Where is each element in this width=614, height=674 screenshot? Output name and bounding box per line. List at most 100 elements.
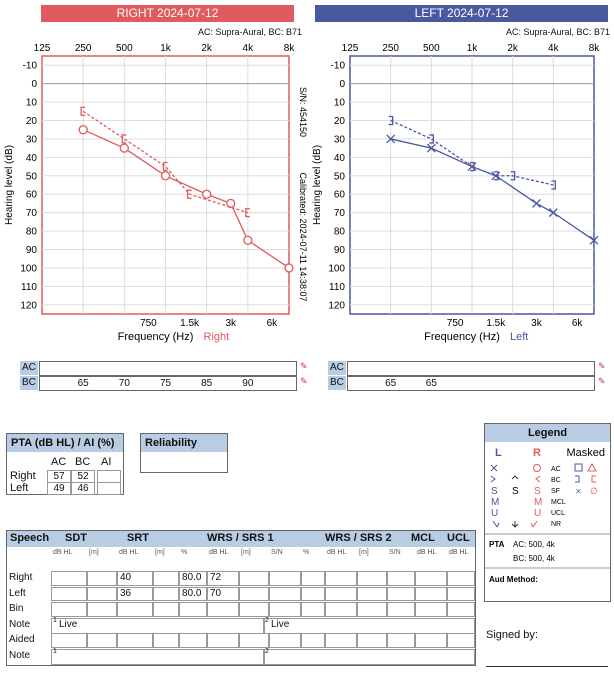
speech-cell[interactable]: [301, 586, 325, 601]
speech-cell[interactable]: [153, 586, 179, 601]
note-field-2[interactable]: [263, 617, 475, 634]
speech-cell[interactable]: [387, 602, 415, 617]
right-bc-point: [121, 134, 127, 144]
freq-bottom-tick: 1.5k: [486, 318, 506, 329]
note-live-2: Live: [271, 618, 290, 630]
db-tick: 120: [328, 300, 345, 311]
speech-cell[interactable]: [207, 633, 239, 648]
speech-cell[interactable]: [301, 602, 325, 617]
speech-cell[interactable]: [87, 633, 117, 648]
speech-cell[interactable]: [87, 602, 117, 617]
bc-row-field[interactable]: [347, 376, 595, 391]
speech-cell[interactable]: [301, 633, 325, 648]
speech-cell[interactable]: [117, 571, 153, 586]
reliability-value[interactable]: [141, 452, 227, 472]
edit-icon: ✎: [598, 376, 606, 386]
speech-cell[interactable]: [117, 633, 153, 648]
legend-pta-ac: AC: 500, 4k: [513, 540, 556, 549]
ac-row-field[interactable]: [39, 361, 297, 376]
right-plot-group: 125 250 500 1k 2k 4k 8k -10 0 10 20 30 40 50 60 70 80 90 1…: [4, 43, 308, 343]
right-transducers: AC: Supra-Aural, BC: B71: [197, 27, 302, 37]
speech-cell[interactable]: [153, 571, 179, 586]
speech-cell[interactable]: [179, 571, 207, 586]
speech-header: Speech: [10, 532, 50, 544]
db-tick: 100: [20, 263, 37, 274]
freq-top-tick: 250: [75, 43, 92, 54]
bc-value: 75: [159, 378, 172, 389]
speech-cell[interactable]: [415, 571, 447, 586]
speech-cell[interactable]: [447, 586, 475, 601]
speech-cell[interactable]: [207, 586, 239, 601]
speech-cell[interactable]: [301, 571, 325, 586]
speech-cell[interactable]: [51, 633, 87, 648]
wrs-db-value: 70: [210, 587, 222, 599]
speech-cell[interactable]: [239, 571, 269, 586]
speech-cell[interactable]: [387, 571, 415, 586]
speech-cell[interactable]: [207, 602, 239, 617]
speech-cell[interactable]: [357, 586, 387, 601]
speech-cell[interactable]: [87, 586, 117, 601]
speech-cell[interactable]: [179, 602, 207, 617]
speech-cell[interactable]: [447, 633, 475, 648]
speech-cell[interactable]: [415, 633, 447, 648]
speech-cell[interactable]: [387, 633, 415, 648]
right-ac-point: [243, 235, 253, 245]
speech-cell[interactable]: [117, 602, 153, 617]
freq-top-tick: 4k: [243, 43, 255, 54]
signature-line[interactable]: [486, 666, 608, 667]
speech-cell[interactable]: [51, 571, 87, 586]
bc-value: 65: [385, 378, 397, 389]
left-bc-line: [390, 119, 554, 186]
speech-cell[interactable]: [325, 602, 357, 617]
bc-row-label: BC: [20, 376, 38, 390]
freq-top-tick: 500: [423, 43, 440, 54]
speech-cell[interactable]: [269, 633, 301, 648]
legend-row-label: MCL: [551, 499, 566, 506]
right-bc-line: [82, 110, 249, 214]
speech-cell[interactable]: [51, 602, 87, 617]
speech-cell[interactable]: [447, 602, 475, 617]
speech-cell[interactable]: [387, 586, 415, 601]
note-number-2: 2: [265, 616, 269, 624]
legend-right-mcl: M: [534, 497, 542, 508]
right-bc-point: [80, 106, 86, 116]
speech-subheader: dB HL: [417, 549, 437, 556]
pta-col-header: AC: [51, 456, 67, 468]
speech-cell[interactable]: [269, 602, 301, 617]
speech-cell[interactable]: [357, 602, 387, 617]
legend-left-label: L: [495, 447, 502, 459]
speech-cell[interactable]: [117, 586, 153, 601]
speech-cell[interactable]: [357, 633, 387, 648]
legend-sf: S: [512, 486, 519, 497]
speech-cell[interactable]: [153, 602, 179, 617]
edit-icon: ✎: [300, 376, 308, 386]
speech-cell[interactable]: [153, 633, 179, 648]
left-ac-point: [548, 208, 558, 218]
legend-right-label: R: [533, 447, 541, 459]
freq-top-tick: 8k: [589, 43, 601, 54]
speech-cell[interactable]: [269, 571, 301, 586]
speech-cell[interactable]: [179, 633, 207, 648]
speech-cell[interactable]: [239, 586, 269, 601]
ac-row-field[interactable]: [347, 361, 595, 376]
db-tick: 20: [334, 116, 346, 127]
note-field-1[interactable]: [51, 617, 265, 634]
speech-cell[interactable]: [239, 602, 269, 617]
speech-cell[interactable]: [87, 571, 117, 586]
speech-cell[interactable]: [269, 586, 301, 601]
speech-cell[interactable]: [415, 602, 447, 617]
speech-cell[interactable]: [179, 586, 207, 601]
speech-cell[interactable]: [325, 586, 357, 601]
db-tick: 20: [26, 116, 38, 127]
speech-cell[interactable]: [51, 586, 87, 601]
speech-cell[interactable]: [447, 571, 475, 586]
note-field-1[interactable]: [51, 648, 265, 665]
speech-cell[interactable]: [207, 571, 239, 586]
speech-cell[interactable]: [415, 586, 447, 601]
speech-cell[interactable]: [325, 633, 357, 648]
bc-row-field[interactable]: [39, 376, 297, 391]
note-field-2[interactable]: [263, 648, 475, 665]
speech-cell[interactable]: [239, 633, 269, 648]
speech-cell[interactable]: [325, 571, 357, 586]
speech-cell[interactable]: [357, 571, 387, 586]
